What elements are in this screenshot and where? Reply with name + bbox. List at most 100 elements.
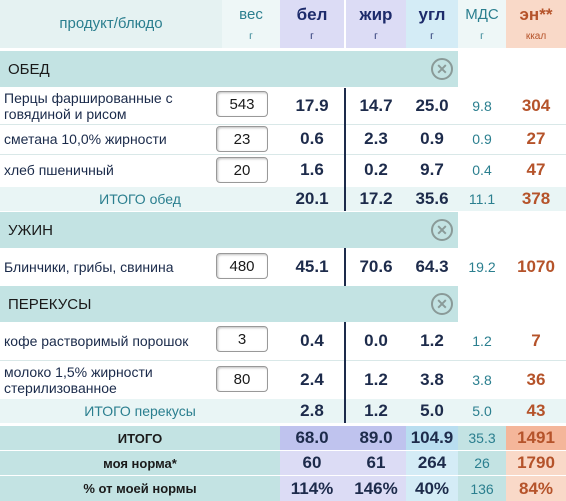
summary-percent-bg (0, 476, 280, 501)
summary-total-label: ИТОГО (0, 426, 280, 450)
norm-protein: 60 (302, 453, 322, 472)
mds-value: 3.8 (472, 372, 492, 388)
carbs-total: 5.0 (420, 401, 444, 420)
carbs-value: 1.2 (420, 331, 444, 350)
protein-total: 2.8 (300, 401, 324, 420)
header-fat: жир г (346, 0, 406, 48)
summary-percent-label: % от моей нормы (0, 476, 280, 501)
fat-value: 0.2 (364, 160, 388, 179)
header-fat-label: жир (359, 5, 393, 24)
protein-value: 0.6 (300, 129, 324, 148)
protein-value: 2.4 (300, 370, 324, 389)
close-circle-icon[interactable]: ✕ (431, 219, 453, 241)
weight-value: 23 (233, 130, 251, 148)
mds-total: 5.0 (472, 403, 492, 419)
weight-value: 543 (229, 95, 255, 113)
weight-input[interactable]: 543 (216, 91, 268, 117)
norm-fat: 61 (366, 453, 386, 472)
carbs-value: 3.8 (420, 370, 444, 389)
summary-total-pf-bg (280, 426, 406, 450)
section-lunch-title: ОБЕД (8, 60, 50, 78)
food-item-label: сметана 10,0% жирности (4, 131, 167, 147)
summary-norm-carbs-bg (406, 451, 458, 475)
summary-percent-mds-bg (458, 476, 506, 501)
food-item-label: кофе растворимый порошок (4, 333, 189, 349)
summary-protein: 68.0 (295, 428, 329, 447)
food-item-name: молоко 1,5% жирности стерилизованное (0, 361, 208, 399)
mds-value: 0.9 (472, 131, 492, 147)
food-item-label: Блинчики, грибы, свинина (4, 259, 174, 275)
fat-value: 70.6 (359, 257, 393, 276)
summary-total-energy-bg (506, 426, 566, 450)
carbs-value: 25.0 (415, 96, 449, 115)
header-weight-label: вес (239, 6, 263, 23)
energy-value: 304 (521, 96, 551, 115)
carbs-value: 9.7 (420, 160, 444, 179)
percent-mds: 136 (470, 480, 494, 497)
summary-norm-pf-bg (280, 451, 406, 475)
snacks-total-label: ИТОГО перекусы (0, 399, 280, 423)
fat-total: 17.2 (359, 189, 393, 208)
norm-energy: 1790 (517, 453, 555, 472)
fat-value: 0.0 (364, 331, 388, 350)
header-protein-unit: г (310, 31, 314, 42)
summary-fat: 89.0 (359, 428, 393, 447)
fat-value: 2.3 (364, 129, 388, 148)
mds-value: 0.4 (472, 162, 492, 178)
food-item-name: сметана 10,0% жирности (0, 125, 208, 153)
protein-value: 0.4 (300, 331, 324, 350)
summary-total-mds-bg (458, 426, 506, 450)
summary-norm-mds-bg (458, 451, 506, 475)
close-circle-icon[interactable]: ✕ (431, 293, 453, 315)
energy-value: 7 (531, 331, 541, 350)
weight-value: 80 (233, 370, 251, 388)
summary-total-text: ИТОГО (117, 430, 163, 446)
close-circle-icon[interactable]: ✕ (431, 58, 453, 80)
protein-value: 45.1 (295, 257, 329, 276)
header-mds: МДС г (458, 0, 506, 48)
weight-input[interactable]: 23 (216, 126, 268, 152)
norm-mds: 26 (474, 455, 490, 471)
mds-value: 1.2 (472, 333, 492, 349)
mds-value: 9.8 (472, 98, 492, 114)
food-item-name: хлеб пшеничный (0, 155, 208, 185)
weight-input[interactable]: 480 (216, 253, 268, 279)
header-weight-unit: г (249, 31, 253, 42)
header-energy-label: эн** (519, 5, 553, 24)
header-carbs-unit: г (430, 31, 434, 42)
section-dinner-header: УЖИН (0, 212, 458, 248)
header-product: продукт/блюдо (0, 0, 222, 48)
header-product-label: продукт/блюдо (59, 14, 163, 32)
summary-norm-energy-bg (506, 451, 566, 475)
weight-value: 20 (233, 161, 251, 179)
section-snacks-header: ПЕРЕКУСЫ (0, 286, 458, 322)
food-item-label: молоко 1,5% жирности стерилизованное (4, 364, 153, 396)
summary-percent-pf-bg (280, 476, 406, 501)
mds-total: 11.1 (468, 191, 496, 207)
summary-mds: 35.3 (468, 430, 496, 446)
weight-input[interactable]: 3 (216, 326, 268, 352)
section-snacks-title: ПЕРЕКУСЫ (8, 295, 92, 313)
protein-total: 20.1 (295, 189, 329, 208)
summary-norm-label: моя норма* (0, 451, 280, 475)
column-divider (344, 88, 346, 211)
weight-input[interactable]: 20 (216, 157, 268, 183)
summary-carbs: 104.9 (410, 428, 454, 447)
weight-input[interactable]: 80 (216, 366, 268, 392)
percent-carbs: 40% (414, 478, 450, 498)
lunch-total-text: ИТОГО обед (99, 191, 181, 207)
energy-value: 1070 (517, 257, 555, 276)
energy-value: 27 (526, 129, 546, 148)
header-weight: вес г (222, 0, 280, 48)
weight-value: 480 (229, 257, 255, 275)
energy-value: 47 (526, 160, 546, 179)
summary-percent-text: % от моей нормы (83, 481, 197, 496)
snacks-total-text: ИТОГО перекусы (84, 403, 196, 419)
food-item-name: Блинчики, грибы, свинина (0, 248, 208, 286)
header-carbs: угл г (406, 0, 458, 48)
protein-value: 1.6 (300, 160, 324, 179)
lunch-total-row (0, 187, 566, 211)
summary-total-carbs-bg (406, 426, 458, 450)
carbs-total: 35.6 (415, 189, 449, 208)
food-item-label: Перцы фаршированные с говядиной и рисом (4, 90, 173, 122)
